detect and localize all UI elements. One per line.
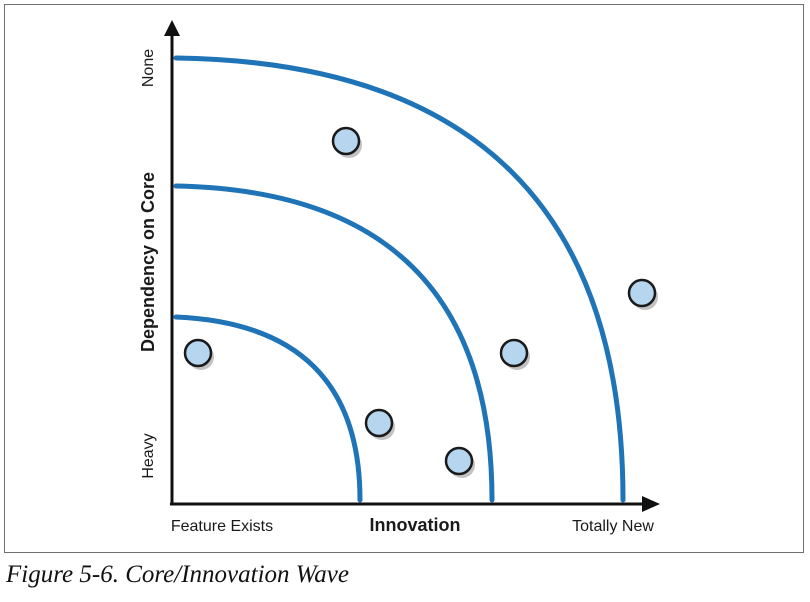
wave-inner (173, 314, 363, 503)
wave-middle (173, 183, 495, 503)
x-axis-arrowhead (642, 496, 660, 512)
dot (627, 278, 657, 308)
figure-frame (4, 4, 804, 553)
y-axis-bottom-label: Heavy (140, 433, 157, 478)
x-axis-right-label: Totally New (572, 518, 654, 535)
wave-outer (173, 55, 626, 503)
dot (331, 126, 361, 156)
dot (364, 408, 394, 438)
figure-caption: Figure 5-6. Core/Innovation Wave (6, 561, 349, 588)
core-innovation-wave-diagram: None Dependency on Core Heavy Feature Ex… (138, 20, 660, 535)
x-axis-left-label: Feature Exists (171, 518, 273, 535)
y-axis-arrowhead (164, 20, 180, 36)
x-axis-title: Innovation (370, 515, 461, 535)
y-axis-top-label: None (140, 49, 157, 87)
y-axis-title: Dependency on Core (138, 172, 158, 352)
dot (499, 338, 529, 368)
dot (183, 338, 213, 368)
dot-group (183, 126, 658, 478)
dot (444, 446, 474, 476)
